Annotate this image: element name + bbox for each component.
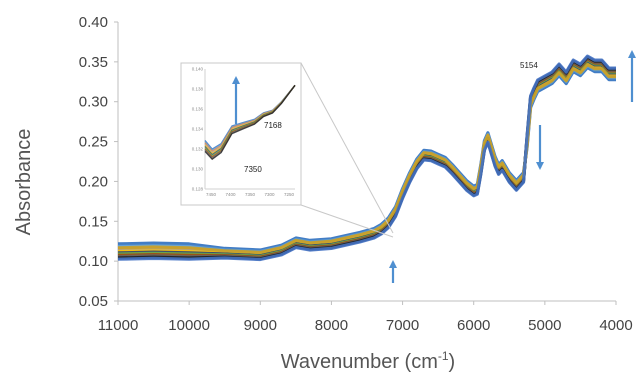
y-tick-label: 0.20 <box>79 173 108 190</box>
y-tick-label: 0.10 <box>79 253 108 270</box>
x-axis-title: Wavenumber (cm-1) <box>281 349 455 373</box>
inset-y-tick-label: 0.128 <box>192 187 204 192</box>
x-axis-title-superscript: -1 <box>438 349 449 363</box>
y-axis-title: Absorbance <box>13 129 35 236</box>
trend-arrows <box>232 50 636 283</box>
x-tick-label: 6000 <box>457 317 490 334</box>
inset-y-tick-label: 0.140 <box>192 67 204 72</box>
spectrum-line <box>117 54 616 262</box>
y-tick-label: 0.05 <box>79 293 108 310</box>
x-axis-title-main: Wavenumber (cm <box>281 351 438 373</box>
inset-y-tick-label: 0.138 <box>192 87 204 92</box>
y-tick-label: 0.40 <box>79 14 108 31</box>
x-tick-label: 4000 <box>599 317 632 334</box>
y-tick-label: 0.35 <box>79 54 108 71</box>
inset-spectrum-line <box>204 84 296 161</box>
x-tick-label: 9000 <box>244 317 277 334</box>
inset-up-arrow-head <box>232 76 240 84</box>
up-arrow-4000-head <box>628 50 636 58</box>
tick-labels: 11000 10000 9000 8000 7000 6000 5000 4000 0.40 0.… <box>79 14 633 334</box>
down-arrow-5000-head <box>536 162 544 170</box>
y-tick-label: 0.30 <box>79 94 108 111</box>
y-tick-label: 0.15 <box>79 213 108 230</box>
inset-frame <box>180 62 302 206</box>
inset-y-tick-label: 0.130 <box>192 167 204 172</box>
x-tick-label: 11000 <box>98 317 139 334</box>
x-tick-label: 5000 <box>528 317 561 334</box>
spectra-series <box>117 54 616 262</box>
x-tick-label: 10000 <box>168 317 210 334</box>
inset-x-tick-label: 7250 <box>284 192 295 197</box>
inset-x-tick-label: 7400 <box>225 192 236 197</box>
x-axis-title-suffix: ) <box>449 351 456 373</box>
annotations: 5154 7168 7350 <box>244 61 538 174</box>
inset-y-tick-label: 0.132 <box>192 147 204 152</box>
inset-y-tick-label: 0.136 <box>192 107 204 112</box>
up-arrow-7000-head <box>389 260 397 268</box>
annotation-label: 5154 <box>520 61 538 70</box>
annotation-label: 7168 <box>264 121 282 130</box>
y-tick-label: 0.25 <box>79 134 108 151</box>
annotation-label: 7350 <box>244 165 262 174</box>
inset-x-tick-label: 7450 <box>206 192 217 197</box>
inset-x-tick-label: 7350 <box>245 192 256 197</box>
zoom-connector-bottom <box>300 204 394 238</box>
zoom-connector-top <box>300 62 394 234</box>
inset-y-tick-label: 0.134 <box>192 127 204 132</box>
inset-x-tick-label: 7300 <box>264 192 275 197</box>
x-tick-label: 7000 <box>386 317 419 334</box>
x-tick-label: 8000 <box>315 317 348 334</box>
